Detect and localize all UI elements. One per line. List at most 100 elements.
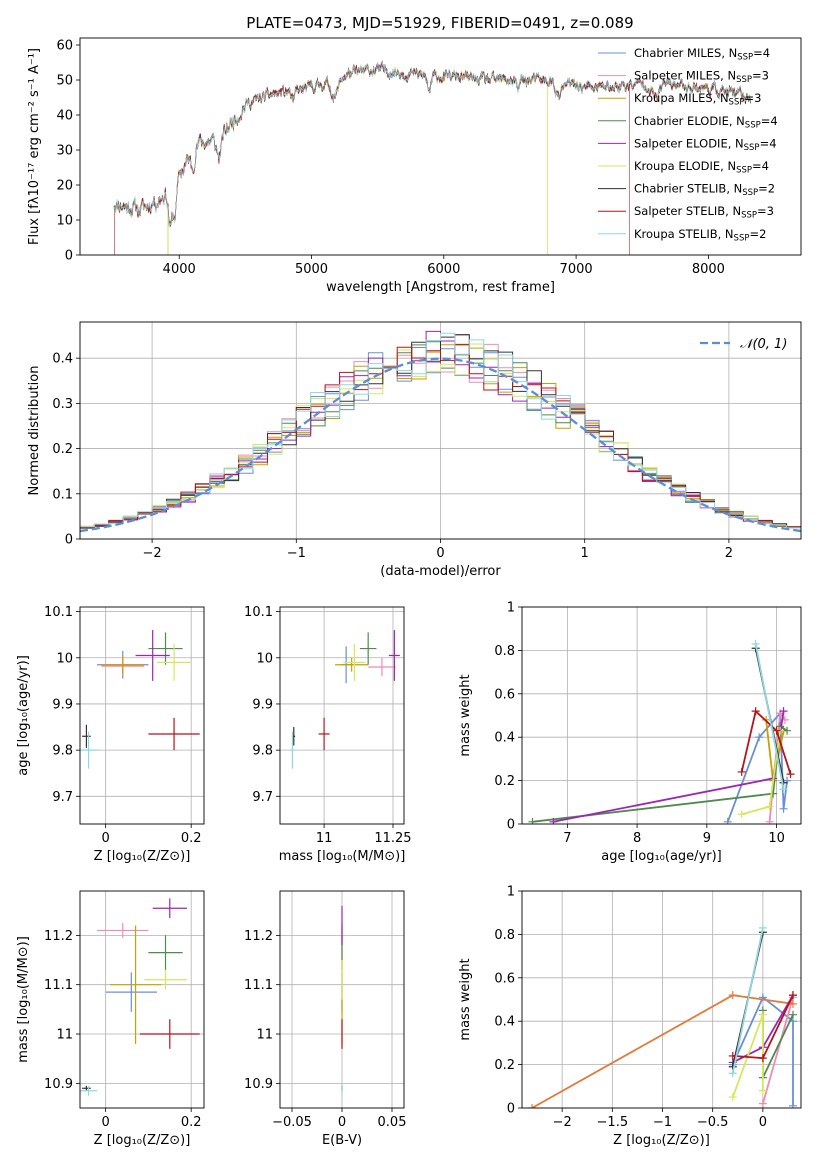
plot-area: [289, 630, 400, 769]
weight-marker: [779, 804, 788, 813]
errorbar-point: [80, 1085, 98, 1096]
y-axis-label: mass weight: [458, 674, 473, 756]
axes-frame: [521, 890, 802, 1109]
weight-marker: [788, 999, 797, 1008]
x-tick-label: 7: [563, 831, 571, 846]
axes-frame: [279, 606, 405, 825]
weight-marker: [783, 726, 792, 735]
y-tick-label: 10.9: [44, 1077, 73, 1092]
x-tick-label: 0: [102, 1115, 110, 1130]
y-tick-label: 0.4: [52, 352, 73, 367]
x-axis-label: wavelength [Angstrom, rest frame]: [326, 280, 555, 295]
spectrum-model-line: [113, 61, 751, 226]
weight-series: [728, 991, 797, 1063]
x-tick-label: 0: [436, 546, 444, 561]
axes-frame: [79, 890, 205, 1109]
y-tick-label: 0.6: [494, 687, 515, 702]
errorbar-point: [148, 717, 200, 751]
plot-area: [80, 330, 801, 539]
x-tick-label: 0.2: [181, 831, 202, 846]
errorbar-point: [148, 935, 183, 970]
errorbar-point: [97, 923, 149, 938]
axes-frame: [79, 37, 802, 256]
panel-age_vs_mass: 11 11.25 9.7 9.8 9.9 10 10.1 mass [log₁₀(M/M⊙)]: [244, 605, 412, 864]
plot-area: [528, 639, 795, 824]
panel-age_vs_Z: 0 0.2 9.7 9.8 9.9 10 10.1 Z [log₁₀(Z/Z⊙)] age [l…: [16, 605, 205, 864]
x-tick-label: −0.05: [272, 1115, 312, 1130]
y-tick-label: 0: [65, 249, 73, 264]
weight-marker: [728, 1051, 737, 1060]
x-tick-label: 4000: [163, 262, 196, 277]
y-tick-label: 0.6: [494, 971, 515, 986]
x-axis-label: (data-model)/error: [380, 564, 501, 579]
y-tick-label: 0.8: [494, 928, 515, 943]
weight-line: [731, 927, 764, 1074]
legend-entry: Salpeter ELODIE, NSSP=4: [634, 136, 777, 153]
weight-marker: [758, 1054, 767, 1063]
errorbar-point: [109, 925, 162, 1044]
errorbar-point: [82, 724, 91, 748]
legend-entry: 𝒩(0, 1): [740, 337, 787, 352]
weight-marker: [728, 1093, 737, 1102]
x-tick-label: 8000: [692, 262, 725, 277]
x-axis-label: age [log₁₀(age/yr)]: [601, 849, 722, 864]
weight-line: [754, 643, 785, 790]
errorbar-point: [101, 655, 145, 674]
legend-entry: Chabrier MILES, NSSP=4: [634, 46, 770, 63]
panel-weights_vs_Z: −2 −1.5 −1 −0.5 0 0 0.2 0.4 0.6 0.8 1 Z [log₁₀(Z/Z⊙…: [458, 885, 802, 1148]
weight-marker: [765, 817, 774, 824]
y-tick-label: 10: [256, 651, 273, 666]
errorbar-point: [289, 731, 296, 769]
plot-area: [528, 923, 797, 1108]
x-tick-label: 8: [633, 831, 641, 846]
y-tick-label: 11: [256, 1028, 273, 1043]
errorbar-point: [368, 657, 396, 677]
legend-entry: Chabrier ELODIE, NSSP=4: [634, 114, 778, 131]
legend-entry: Salpeter STELIB, NSSP=3: [634, 204, 774, 221]
panel-mass_vs_EBV: −0.05 0 0.05 10.9 11 11.1 11.2 E(B-V): [244, 890, 407, 1148]
legend-entry: Kroupa ELODIE, NSSP=4: [634, 159, 769, 176]
errorbar-point: [135, 630, 170, 681]
y-tick-label: 11.2: [44, 929, 73, 944]
x-axis-label: Z [log₁₀(Z/Z⊙)]: [94, 849, 191, 864]
x-tick-label: 6000: [427, 262, 460, 277]
y-tick-label: 0: [507, 1102, 515, 1117]
weight-line: [731, 995, 794, 1106]
weight-series: [528, 991, 797, 1108]
x-tick-label: 10: [768, 831, 785, 846]
y-tick-label: 0: [65, 533, 73, 548]
errorbar-point: [388, 630, 400, 681]
x-axis-label: mass [log₁₀(M/M⊙)]: [279, 849, 406, 864]
y-tick-label: 9.9: [52, 697, 73, 712]
y-tick-label: 11: [56, 1028, 73, 1043]
errorbar-point: [152, 898, 187, 919]
weight-marker: [765, 802, 774, 811]
figure-title: PLATE=0473, MJD=51929, FIBERID=0491, z=0…: [246, 14, 633, 32]
x-tick-label: 0.05: [378, 1115, 407, 1130]
panel-spectrum: 4000 5000 6000 7000 8000 0 10 20 30 40 50 60 wavelen…: [27, 37, 802, 295]
weight-marker: [549, 817, 558, 824]
errorbar-point: [156, 643, 192, 681]
weight-marker: [779, 707, 788, 716]
weight-series: [751, 639, 788, 794]
axes-frame: [279, 890, 405, 1109]
axes-frame: [79, 606, 205, 825]
weight-marker: [737, 810, 746, 819]
plot-area: [113, 60, 751, 255]
weight-marker: [788, 1101, 797, 1108]
weight-series: [528, 722, 792, 824]
errorbar-point: [82, 1085, 91, 1091]
axes-frame: [79, 321, 802, 540]
plot-area: [80, 630, 200, 769]
y-tick-label: 0.4: [494, 731, 515, 746]
x-axis-label: Z [log₁₀(Z/Z⊙)]: [613, 1133, 710, 1148]
weight-marker: [758, 1010, 767, 1019]
errorbar-point: [318, 717, 330, 751]
y-tick-label: 11.2: [244, 929, 273, 944]
y-tick-label: 0.8: [494, 644, 515, 659]
panel-residuals: −2 −1 0 1 2 0 0.1 0.2 0.3 0.4 (data-model)/error No…: [27, 321, 802, 579]
weight-marker: [758, 1099, 767, 1108]
weight-marker: [723, 817, 732, 824]
x-tick-label: 9: [703, 831, 711, 846]
